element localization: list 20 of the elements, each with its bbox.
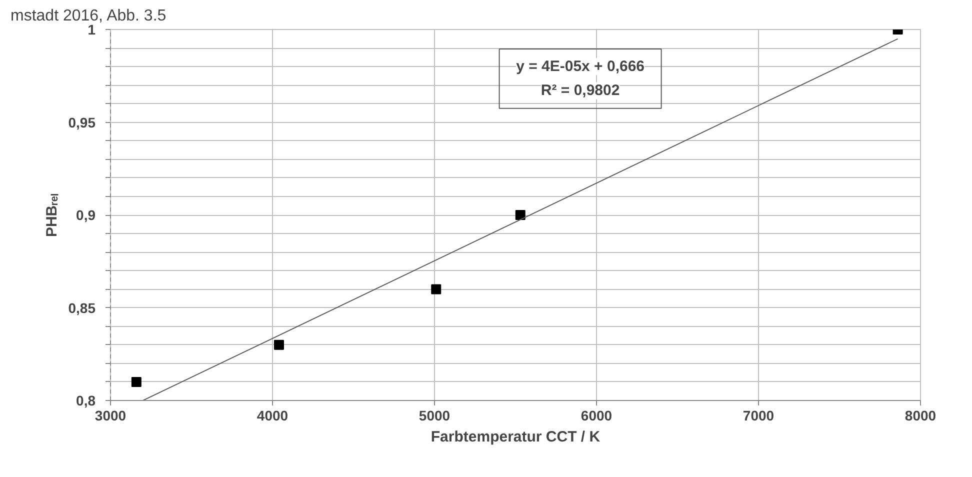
x-tick-label: 8000	[904, 408, 936, 424]
x-axis-title: Farbtemperatur CCT / K	[430, 428, 600, 446]
text: mstadt 2016, Abb. 3.5	[10, 8, 166, 24]
y-tick-label: 0,85	[68, 300, 96, 316]
y-tick-label: 1	[88, 22, 96, 38]
x-tick-label: 5000	[418, 408, 450, 424]
point	[431, 284, 442, 294]
x-tick-label: 6000	[580, 408, 612, 424]
y-tick-label: 0,9	[76, 207, 96, 223]
annotation: R² = 0,9802	[540, 82, 620, 100]
point	[131, 376, 142, 387]
y-tick-label: 0,8	[76, 392, 96, 408]
x-tick-label: 7000	[742, 408, 774, 424]
annotation: y = 4E-05x + 0,666	[516, 58, 645, 76]
x-tick-label: 3000	[94, 408, 126, 424]
x-tick-label: 4000	[256, 408, 288, 424]
y-axis-title: PHBᵣₑₗ	[43, 192, 60, 238]
point	[515, 210, 526, 220]
y-tick-label: 0,95	[68, 114, 96, 130]
point	[274, 340, 284, 350]
